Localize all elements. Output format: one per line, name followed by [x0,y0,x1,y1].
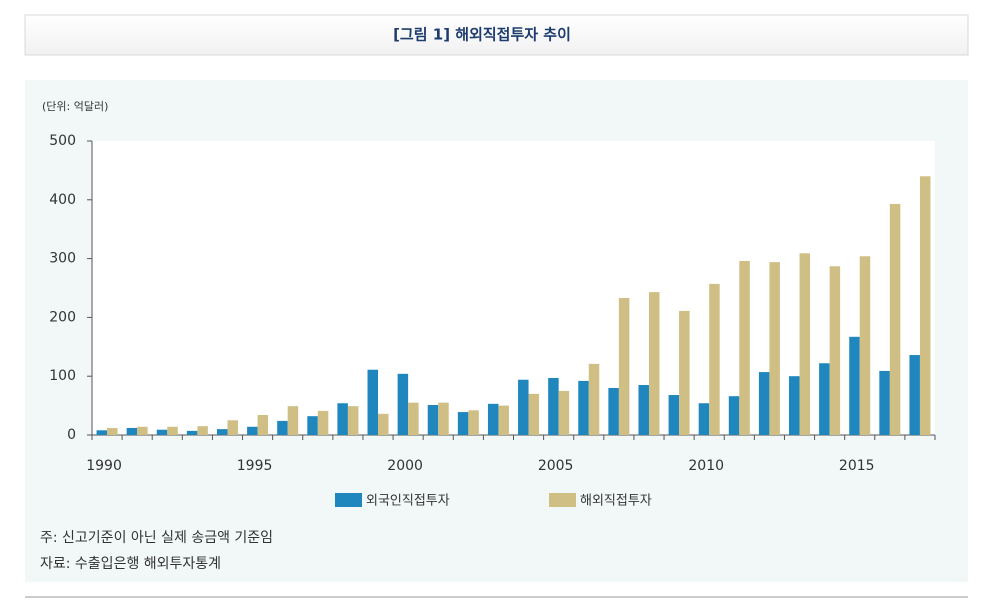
bar [588,363,600,435]
bar [137,426,148,435]
x-tick-label: 2015 [839,458,875,474]
bar [728,396,740,435]
unit-label: (단위: 억달러) [42,100,108,113]
bar [859,256,871,435]
x-tick-label: 1995 [237,458,273,474]
bar [608,387,619,435]
x-tick-label: 2000 [387,458,423,474]
bar [347,406,359,435]
bar [126,427,138,435]
bar [257,415,269,435]
bar [317,410,329,435]
y-tick-label: 200 [49,309,76,325]
bar [518,379,529,435]
bar [197,426,208,435]
y-tick-label: 500 [49,133,76,149]
y-tick-label: 400 [49,192,76,208]
bar [337,403,348,435]
bar [548,377,559,435]
bar [698,403,710,435]
x-tick-label: 2005 [538,458,574,474]
bar [889,203,901,435]
bar [227,420,238,435]
bar [879,370,890,435]
legend-swatch [549,493,576,507]
bar [186,430,198,435]
x-tick-label: 2010 [688,458,724,474]
bar [457,412,469,435]
bar [578,380,589,435]
bar [427,405,439,435]
bar [167,426,178,435]
bar [819,363,830,435]
legend-label: 해외직접투자 [580,494,652,509]
bar [307,416,318,435]
bar [277,420,288,435]
bar [919,176,931,435]
bar [287,406,299,435]
bar [498,405,509,435]
bar [107,427,118,435]
bar [638,385,649,435]
bar [799,253,811,435]
chart-title: [그림 1] 해외직접투자 추이 [393,26,571,44]
bar [618,297,630,435]
bar [397,373,409,435]
title-box [24,14,969,56]
bar [668,395,680,435]
bar [769,262,780,435]
bar [487,403,499,435]
bar [367,369,379,435]
bar [216,429,228,435]
bar [558,390,570,435]
bar [849,336,860,435]
y-tick-label: 300 [49,251,76,267]
bar [156,429,168,435]
legend-swatch [335,493,362,507]
bar [247,426,258,435]
bar [789,376,800,435]
x-tick-label: 1990 [86,458,122,474]
note: 주: 신고기준이 아닌 실제 송금액 기준임 [40,530,273,546]
bar [408,402,419,435]
bar [96,430,108,435]
bar [709,283,720,435]
bar [829,266,841,435]
y-tick-label: 0 [67,427,76,443]
bar [909,355,920,435]
legend-label: 외국인직접투자 [366,494,450,509]
bar [679,310,690,435]
y-tick-label: 100 [49,368,76,384]
bar [528,393,540,435]
bar [438,402,449,435]
bar [468,410,479,435]
bar [758,372,770,435]
bar [648,292,660,435]
source: 자료: 수출입은행 해외투자통계 [40,556,221,572]
bar [739,260,750,435]
bar [378,413,389,435]
